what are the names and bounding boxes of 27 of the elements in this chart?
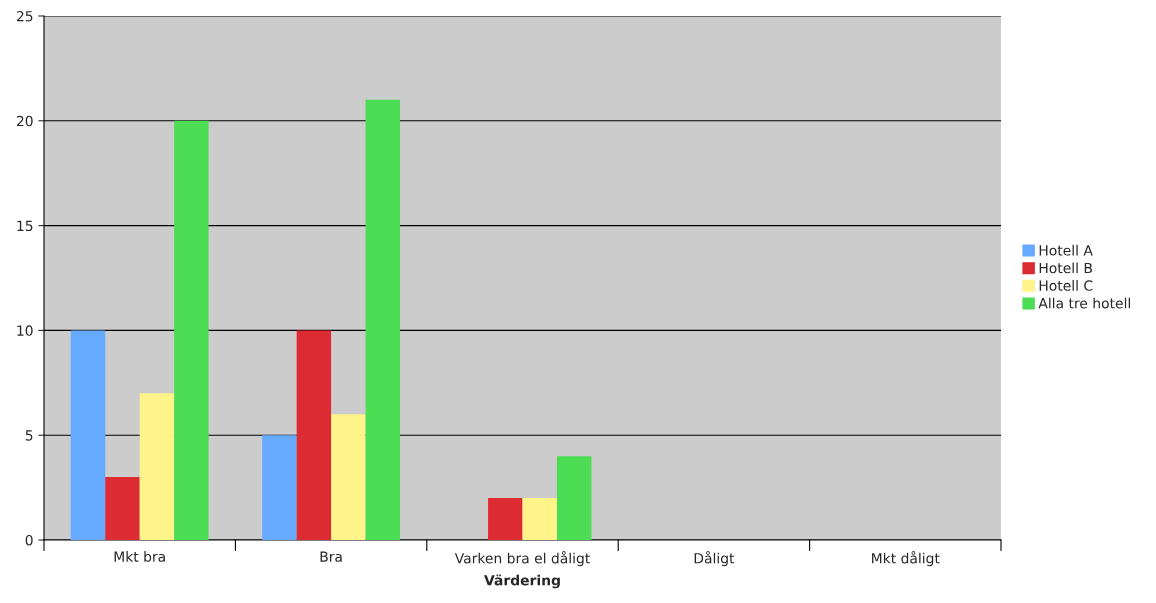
bar (139, 393, 175, 540)
y-tick-label: 20 (16, 115, 33, 127)
x-tick-label: Dåligt (694, 551, 735, 567)
x-axis-title: Värdering (484, 574, 560, 589)
legend-label: Alla tre hotell (1038, 297, 1130, 309)
x-tick-label: Mkt bra (114, 551, 165, 562)
bar (105, 477, 140, 540)
y-tick-label: 0 (25, 534, 33, 546)
y-tick-label: 10 (17, 325, 33, 336)
y-tick-label: 15 (17, 220, 33, 232)
x-tick-label: Mkt dåligt (872, 551, 940, 567)
bar (331, 414, 366, 540)
legend-label: Hotell B (1039, 262, 1092, 274)
bar (365, 99, 400, 540)
y-tick-label: 25 (16, 10, 33, 22)
y-tick-label: 5 (25, 430, 33, 441)
bar (174, 120, 209, 540)
bar (70, 330, 106, 540)
bar (522, 498, 557, 540)
bar (296, 330, 332, 540)
legend-label: Hotell A (1039, 244, 1093, 256)
bar (262, 435, 297, 540)
legend-label: Hotell C (1039, 280, 1093, 291)
x-tick-label: Bra (320, 551, 342, 562)
x-tick-label: Varken bra el dåligt (454, 551, 590, 567)
bar (556, 456, 592, 540)
bar (488, 498, 523, 540)
